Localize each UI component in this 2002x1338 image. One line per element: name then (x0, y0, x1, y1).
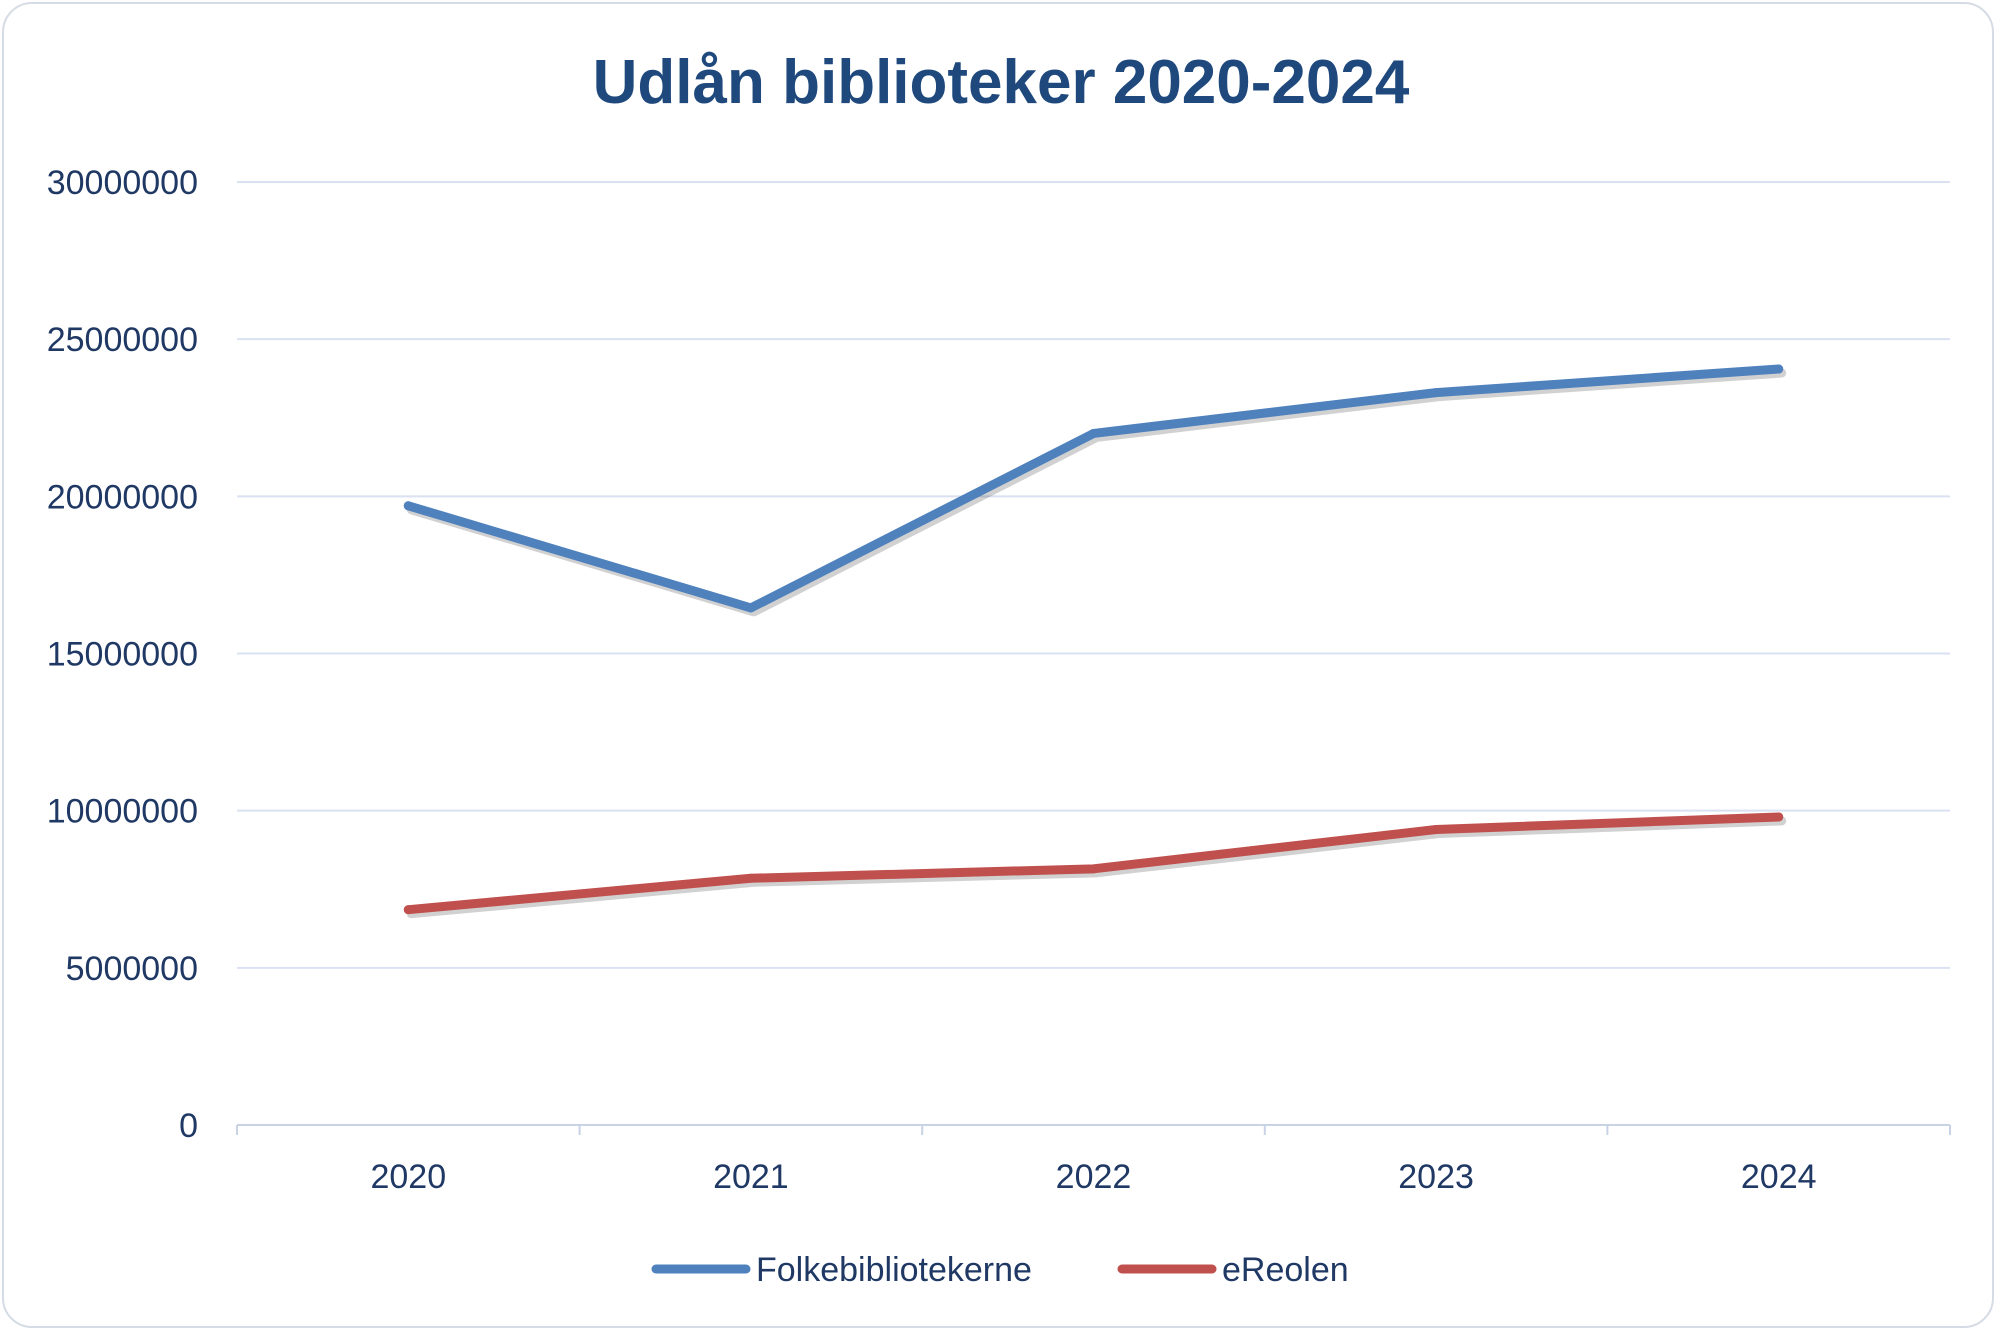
x-tick-label: 2024 (1741, 1158, 1817, 1196)
series-lines (403, 364, 1787, 919)
y-tick-label: 15000000 (47, 636, 198, 674)
data-point (1089, 428, 1098, 438)
x-axis-tick-labels: 2020 2021 2022 2023 2024 (370, 1158, 1816, 1196)
legend-label: Folkebibliotekerne (756, 1251, 1032, 1289)
series-shadow (406, 368, 1787, 617)
data-point (1089, 864, 1098, 874)
data-point (1774, 812, 1784, 822)
data-point (746, 603, 756, 613)
y-axis-tick-labels: 0 5000000 10000000 15000000 20000000 25000000… (47, 164, 198, 1145)
x-axis (236, 1124, 1951, 1135)
data-point (1431, 825, 1441, 835)
x-tick-label: 2021 (713, 1158, 789, 1196)
data-point (746, 873, 756, 883)
data-point (403, 905, 413, 915)
gridlines (237, 181, 1950, 969)
y-tick-label: 10000000 (47, 793, 198, 831)
legend-label: eReolen (1222, 1251, 1349, 1289)
legend: Folkebibliotekerne eReolen (651, 1251, 1349, 1289)
x-tick-label: 2020 (370, 1158, 446, 1196)
y-tick-label: 25000000 (47, 321, 198, 359)
data-point (1774, 364, 1784, 374)
y-tick-label: 0 (179, 1107, 198, 1145)
data-point (403, 501, 413, 511)
y-tick-label: 30000000 (47, 164, 198, 202)
chart-title: Udlån biblioteker 2020-2024 (593, 48, 1410, 117)
x-tick-label: 2023 (1398, 1158, 1474, 1196)
x-tick-label: 2022 (1056, 1158, 1132, 1196)
data-point (1431, 388, 1441, 398)
y-tick-label: 5000000 (66, 950, 198, 988)
y-tick-label: 20000000 (47, 478, 198, 516)
